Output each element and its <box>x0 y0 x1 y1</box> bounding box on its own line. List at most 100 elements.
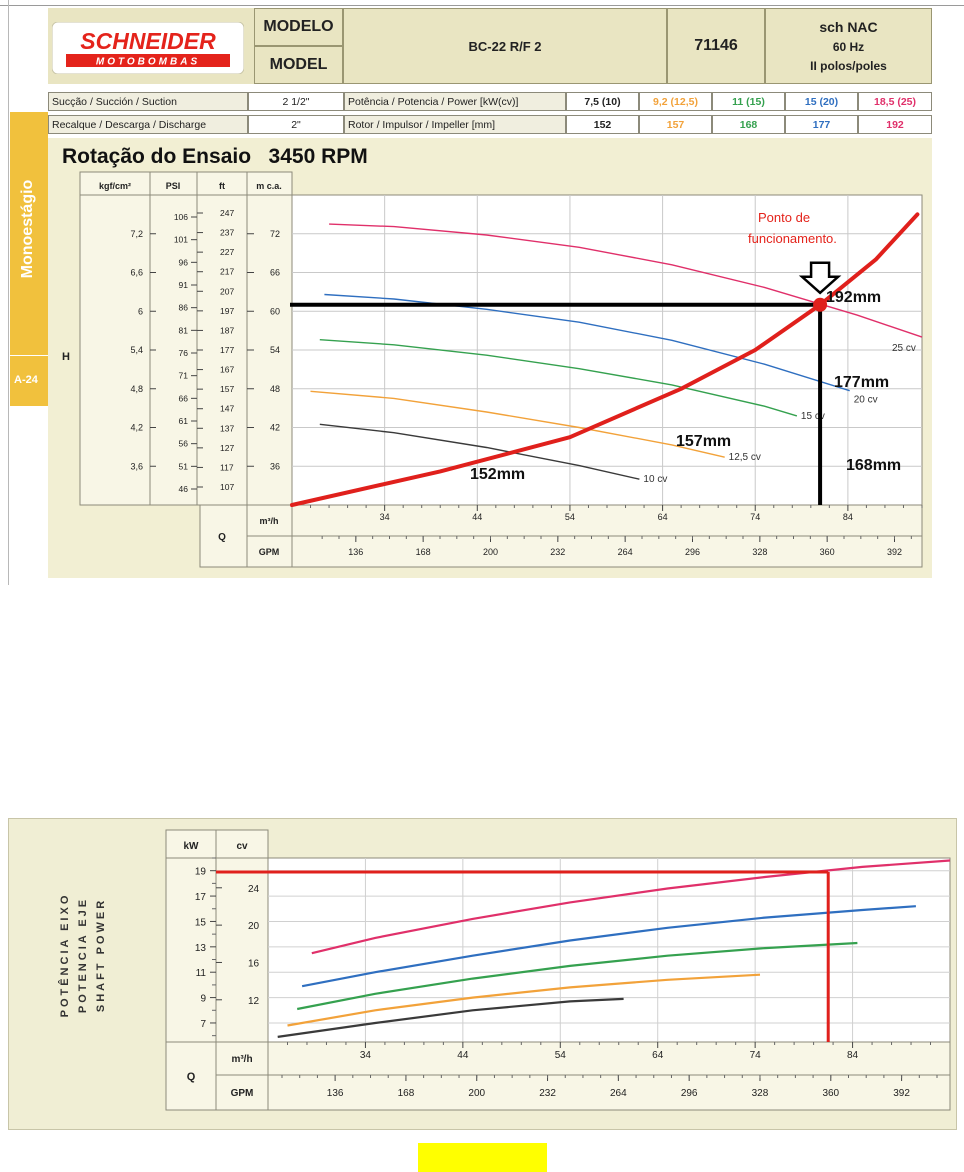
y-tick-label: 48 <box>270 384 280 394</box>
page-tab: A-24 <box>10 356 48 406</box>
ft-tick-label: 137 <box>220 423 234 433</box>
chart-title: Rotação do Ensaio 3450 RPM <box>62 145 368 168</box>
ft-tick-label: 207 <box>220 286 234 296</box>
highlight-box <box>418 1143 547 1172</box>
kw-tick-label: 7 <box>200 1019 206 1030</box>
impeller-label: 177mm <box>834 374 889 391</box>
gpm-tick-label: 168 <box>398 1088 415 1099</box>
rotor-value: 177 <box>785 115 858 134</box>
cv-tick-label: 12 <box>248 996 260 1007</box>
ft-tick-label: 177 <box>220 345 234 355</box>
y-tick-label: 72 <box>270 229 280 239</box>
ft-tick-label: 197 <box>220 306 234 316</box>
x-tick-label: 74 <box>750 1050 762 1061</box>
kgf-tick-label: 6,6 <box>130 268 143 278</box>
series-line <box>319 339 798 417</box>
discharge-label: Recalque / Descarga / Discharge <box>48 115 248 134</box>
page-margin-rule <box>8 0 9 585</box>
kw-tick-label: 11 <box>196 968 207 979</box>
ft-tick-label: 107 <box>220 482 234 492</box>
gpm-tick-label: 136 <box>327 1088 344 1099</box>
gpm-tick-label: 296 <box>685 547 700 557</box>
gpm-tick-label: 200 <box>468 1088 485 1099</box>
kw-tick-label: 19 <box>195 867 207 878</box>
spec-row-discharge: Recalque / Descarga / Discharge 2" Rotor… <box>48 115 932 134</box>
series-label: 15 cv <box>801 411 825 422</box>
ft-tick-label: 247 <box>220 208 234 218</box>
y-axis-label: SHAFT POWER <box>95 898 107 1012</box>
y-unit-label: cv <box>236 841 248 852</box>
y-unit-label: PSI <box>166 181 181 191</box>
y-unit-label: kW <box>184 841 200 852</box>
series-line <box>301 905 916 988</box>
modelo-label: MODELO <box>254 8 343 46</box>
x-tick-label: 84 <box>847 1050 859 1061</box>
spec-line-1: sch NAC <box>819 19 878 35</box>
x-tick-label: 44 <box>472 512 482 522</box>
psi-tick-label: 86 <box>179 303 189 313</box>
psi-tick-label: 56 <box>179 439 189 449</box>
annotation-text: funcionamento. <box>748 231 837 246</box>
power-value: 11 (15) <box>712 92 785 111</box>
scale-area <box>79 171 293 506</box>
y-axis-label: H <box>62 351 70 363</box>
gpm-tick-label: 200 <box>483 547 498 557</box>
psi-tick-label: 91 <box>179 280 189 290</box>
spec-box: sch NAC 60 Hz II polos/poles <box>765 8 932 84</box>
schneider-logo: SCHNEIDER MOTOBOMBAS <box>52 22 244 74</box>
series-line <box>287 973 761 1027</box>
system-curve <box>290 212 920 507</box>
spec-line-2: 60 Hz <box>832 40 865 54</box>
ft-tick-label: 147 <box>220 404 234 414</box>
x-unit-label: m³/h <box>260 516 279 526</box>
series-line <box>329 223 923 338</box>
power-value: 15 (20) <box>785 92 858 111</box>
y-tick-label: 36 <box>270 461 280 471</box>
psi-tick-label: 101 <box>174 235 188 245</box>
psi-tick-label: 51 <box>179 461 189 471</box>
scale-area <box>165 829 269 1043</box>
psi-tick-label: 71 <box>179 371 189 381</box>
kgf-tick-label: 5,4 <box>130 345 143 355</box>
down-arrow-icon <box>798 261 842 295</box>
model-value: BC-22 R/F 2 <box>343 8 667 84</box>
gpm-tick-label: 232 <box>550 547 565 557</box>
gpm-tick-label: 328 <box>752 1088 769 1099</box>
plot-area <box>267 857 951 1043</box>
x-axis-label: Q <box>218 532 226 543</box>
y-unit-label: ft <box>219 181 225 191</box>
psi-tick-label: 96 <box>179 257 189 267</box>
impeller-label: 152mm <box>470 466 525 483</box>
y-tick-label: 66 <box>270 268 280 278</box>
ft-tick-label: 237 <box>220 228 234 238</box>
power-value: 18,5 (25) <box>858 92 932 111</box>
gpm-tick-label: 136 <box>348 547 363 557</box>
x-tick-label: 54 <box>555 1050 567 1061</box>
cv-tick-label: 20 <box>248 921 260 932</box>
x-tick-label: 44 <box>457 1050 469 1061</box>
head-chart: kgf/cm² PSI ft m c.a. H 36 42 48 54 60 66 72 3,6 4,2 4… <box>62 171 923 568</box>
series-line <box>310 390 725 458</box>
x-tick-label: 34 <box>380 512 390 522</box>
x-tick-label: 74 <box>750 512 760 522</box>
ft-tick-label: 187 <box>220 325 234 335</box>
psi-tick-label: 46 <box>179 484 189 494</box>
model-code: 71146 <box>667 8 765 84</box>
gpm-tick-label: 392 <box>887 547 902 557</box>
series-label: 20 cv <box>854 395 878 406</box>
kw-tick-label: 9 <box>200 994 206 1005</box>
x-tick-label: 64 <box>658 512 668 522</box>
operating-point <box>813 297 828 312</box>
impeller-label: 157mm <box>676 433 731 450</box>
ft-tick-label: 217 <box>220 267 234 277</box>
kw-tick-label: 17 <box>195 892 207 903</box>
series-line <box>324 293 850 392</box>
gpm-tick-label: 264 <box>610 1088 627 1099</box>
y-tick-label: 60 <box>270 306 280 316</box>
impeller-label: 192mm <box>826 289 881 306</box>
x2-unit-label: GPM <box>259 547 280 557</box>
page-tab-label: A-24 <box>14 374 38 386</box>
kw-tick-label: 13 <box>195 943 207 954</box>
gpm-tick-label: 232 <box>539 1088 556 1099</box>
spec-row-suction: Sucção / Succión / Suction 2 1/2" Potênc… <box>48 92 932 111</box>
